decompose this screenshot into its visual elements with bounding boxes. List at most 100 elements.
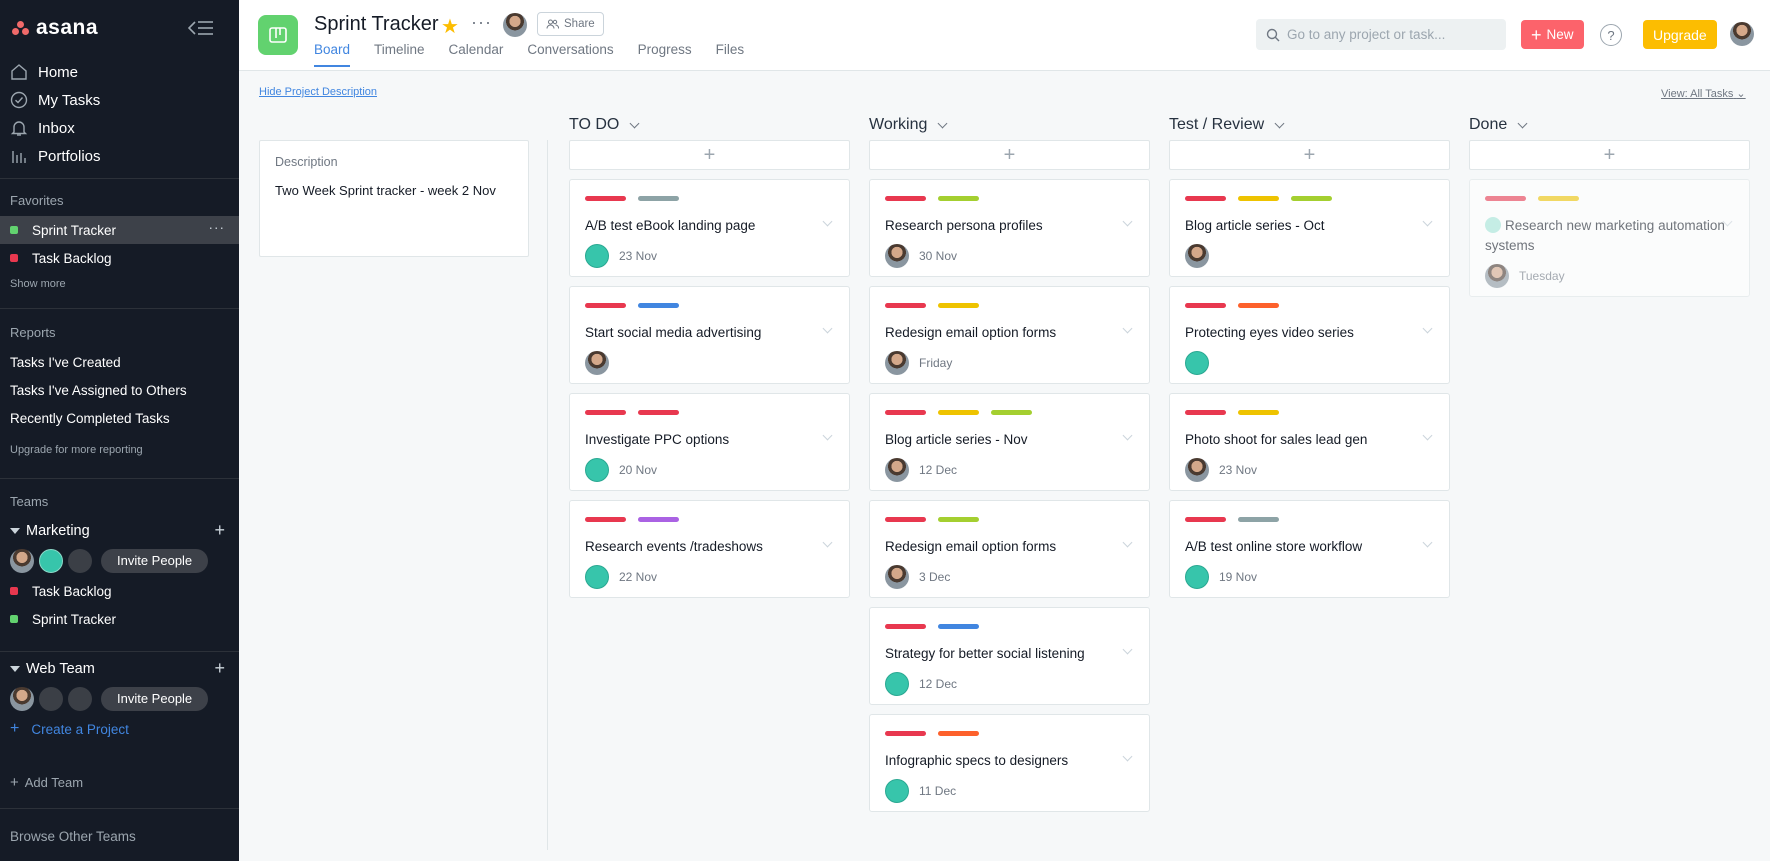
- column-header[interactable]: Test / Review: [1169, 110, 1450, 140]
- tab-board[interactable]: Board: [314, 42, 351, 67]
- nav-inbox[interactable]: Inbox: [10, 114, 101, 142]
- avatar[interactable]: [10, 549, 34, 573]
- task-card[interactable]: Infographic specs to designers 11 Dec: [869, 714, 1150, 812]
- task-card[interactable]: A/B test eBook landing page 23 Nov: [569, 179, 850, 277]
- more-options-icon[interactable]: ···: [208, 220, 225, 235]
- assignee-avatar[interactable]: [885, 351, 909, 375]
- tab-files[interactable]: Files: [715, 42, 745, 57]
- add-icon[interactable]: +: [214, 520, 225, 540]
- task-card[interactable]: Research new marketing automation system…: [1469, 179, 1750, 297]
- team-project-task-backlog[interactable]: Task Backlog: [0, 577, 239, 605]
- task-card[interactable]: Blog article series - Oct: [1169, 179, 1450, 277]
- browse-other-teams-link[interactable]: Browse Other Teams: [10, 828, 136, 844]
- task-card[interactable]: Blog article series - Nov 12 Dec: [869, 393, 1150, 491]
- chevron-down-icon[interactable]: [1274, 118, 1285, 128]
- asana-logo[interactable]: asana: [12, 16, 98, 40]
- assignee-avatar[interactable]: [585, 351, 609, 375]
- team-marketing[interactable]: Marketing +: [0, 517, 239, 545]
- task-card[interactable]: Redesign email option forms 3 Dec: [869, 500, 1150, 598]
- avatar[interactable]: [39, 549, 63, 573]
- upgrade-button[interactable]: Upgrade: [1643, 20, 1717, 49]
- task-card[interactable]: Start social media advertising: [569, 286, 850, 384]
- avatar[interactable]: [68, 549, 92, 573]
- assignee-avatar[interactable]: [885, 244, 909, 268]
- task-title: Investigate PPC options: [585, 432, 730, 447]
- avatar[interactable]: [39, 687, 63, 711]
- nav-my-tasks[interactable]: My Tasks: [10, 86, 101, 114]
- tab-calendar[interactable]: Calendar: [448, 42, 504, 57]
- upgrade-reporting-link[interactable]: Upgrade for more reporting: [10, 444, 143, 456]
- search-input[interactable]: Go to any project or task...: [1256, 19, 1506, 50]
- assignee-avatar[interactable]: [1185, 458, 1209, 482]
- add-task-button[interactable]: +: [1469, 140, 1750, 170]
- nav-portfolios[interactable]: Portfolios: [10, 142, 101, 170]
- column-header[interactable]: Working: [869, 110, 1150, 140]
- favorite-sprint-tracker[interactable]: Sprint Tracker ···: [0, 216, 239, 244]
- assignee-avatar[interactable]: [585, 565, 609, 589]
- team-project-sprint-tracker[interactable]: Sprint Tracker: [0, 605, 239, 633]
- task-card[interactable]: Strategy for better social listening 12 D…: [869, 607, 1150, 705]
- task-card[interactable]: Photo shoot for sales lead gen 23 Nov: [1169, 393, 1450, 491]
- task-card[interactable]: Redesign email option forms Friday: [869, 286, 1150, 384]
- invite-people-button[interactable]: Invite People: [101, 687, 209, 711]
- add-task-button[interactable]: +: [1169, 140, 1450, 170]
- team-web-team[interactable]: Web Team +: [0, 655, 239, 683]
- nav-home[interactable]: Home: [10, 58, 101, 86]
- assignee-avatar[interactable]: [585, 458, 609, 482]
- card-tags: [885, 410, 1134, 415]
- report-recently-completed[interactable]: Recently Completed Tasks: [10, 410, 170, 426]
- share-button[interactable]: Share: [537, 12, 604, 36]
- task-card[interactable]: Research events /tradeshows 22 Nov: [569, 500, 850, 598]
- favorite-task-backlog[interactable]: Task Backlog: [0, 244, 239, 272]
- new-button[interactable]: + New: [1521, 20, 1584, 49]
- collapse-sidebar-icon[interactable]: [188, 18, 214, 38]
- task-card[interactable]: Protecting eyes video series: [1169, 286, 1450, 384]
- tab-progress[interactable]: Progress: [637, 42, 692, 57]
- report-tasks-created[interactable]: Tasks I've Created: [10, 354, 121, 370]
- report-tasks-assigned[interactable]: Tasks I've Assigned to Others: [10, 382, 187, 398]
- board-column: TO DO + A/B test eBook landing page 23 Nov S…: [569, 110, 850, 607]
- teams-heading: Teams: [10, 494, 49, 509]
- tab-conversations[interactable]: Conversations: [527, 42, 614, 57]
- add-task-button[interactable]: +: [569, 140, 850, 170]
- more-options-icon[interactable]: ···: [471, 12, 492, 32]
- add-icon[interactable]: +: [214, 658, 225, 678]
- project-title[interactable]: Sprint Tracker: [314, 13, 439, 35]
- project-icon[interactable]: [258, 15, 298, 55]
- assignee-avatar[interactable]: [585, 244, 609, 268]
- completed-check-icon[interactable]: [1485, 217, 1501, 233]
- user-avatar[interactable]: [1730, 22, 1754, 46]
- column-header[interactable]: TO DO: [569, 110, 850, 140]
- search-icon: [1266, 28, 1280, 41]
- assignee-avatar[interactable]: [1485, 264, 1509, 288]
- assignee-avatar[interactable]: [885, 779, 909, 803]
- chevron-down-icon[interactable]: [1517, 118, 1528, 128]
- invite-people-button[interactable]: Invite People: [101, 549, 209, 573]
- show-more-link[interactable]: Show more: [10, 278, 66, 290]
- avatar[interactable]: [10, 687, 34, 711]
- project-owner-avatar[interactable]: [503, 13, 527, 37]
- chevron-down-icon[interactable]: [937, 118, 948, 128]
- assignee-avatar[interactable]: [1185, 244, 1209, 268]
- assignee-avatar[interactable]: [885, 458, 909, 482]
- project-description-card[interactable]: Description Two Week Sprint tracker - we…: [259, 140, 529, 257]
- add-task-button[interactable]: +: [869, 140, 1150, 170]
- add-team-link[interactable]: + Add Team: [0, 768, 83, 796]
- chevron-down-icon[interactable]: [629, 118, 640, 128]
- column-header[interactable]: Done: [1469, 110, 1750, 140]
- help-icon[interactable]: ?: [1600, 24, 1622, 46]
- star-icon[interactable]: ★: [441, 16, 459, 38]
- assignee-avatar[interactable]: [885, 672, 909, 696]
- avatar[interactable]: [68, 687, 92, 711]
- tab-timeline[interactable]: Timeline: [374, 42, 425, 57]
- task-meta: [1185, 351, 1434, 375]
- assignee-avatar[interactable]: [1185, 565, 1209, 589]
- create-project-link[interactable]: + Create a Project: [0, 715, 239, 743]
- assignee-avatar[interactable]: [1185, 351, 1209, 375]
- task-card[interactable]: Investigate PPC options 20 Nov: [569, 393, 850, 491]
- task-card[interactable]: A/B test online store workflow 19 Nov: [1169, 500, 1450, 598]
- hide-project-description-link[interactable]: Hide Project Description: [259, 86, 377, 98]
- view-filter-dropdown[interactable]: View: All Tasks ⌄: [1661, 87, 1746, 100]
- task-card[interactable]: Research persona profiles 30 Nov: [869, 179, 1150, 277]
- assignee-avatar[interactable]: [885, 565, 909, 589]
